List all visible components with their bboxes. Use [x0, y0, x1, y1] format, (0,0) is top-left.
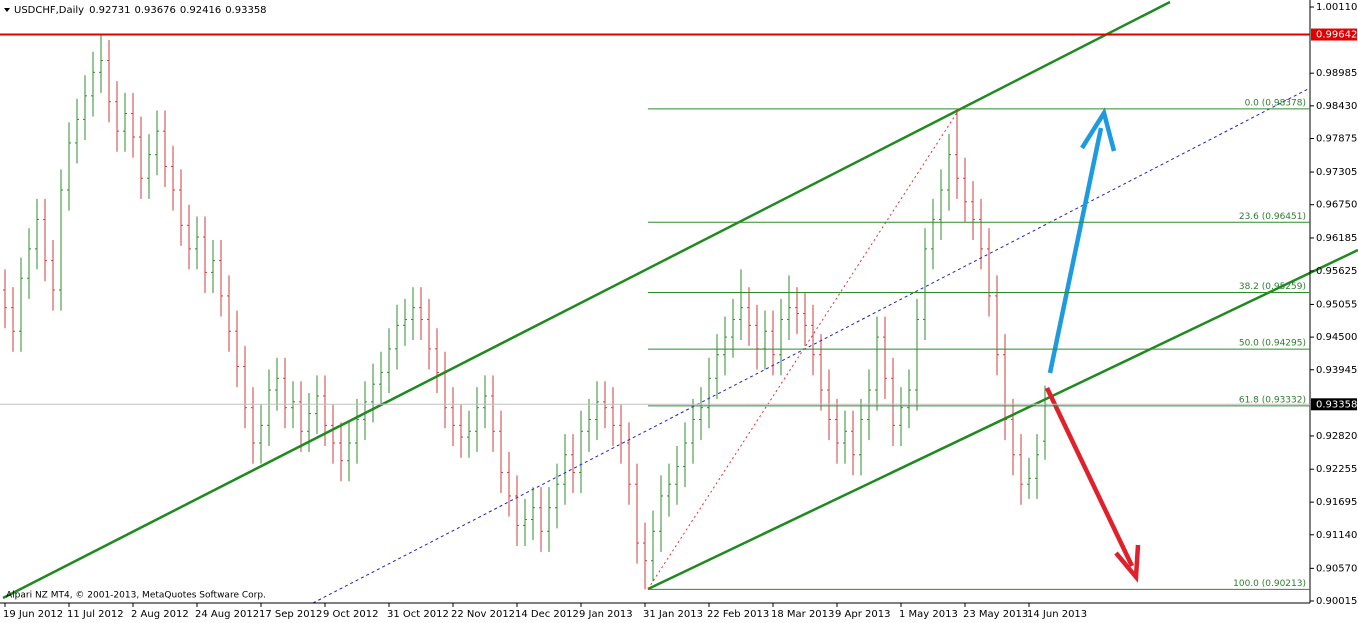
- symbol: USDCHF,Daily: [14, 5, 84, 16]
- lower-channel: [647, 248, 1358, 591]
- x-tick-label: 31 Jan 2013: [643, 609, 703, 620]
- level-box: [1311, 28, 1357, 41]
- fibo-label: 50.0 (0.94295): [1239, 339, 1306, 349]
- x-tick-label: 9 Oct 2012: [323, 609, 378, 620]
- x-tick-label: 17 Sep 2012: [259, 609, 322, 620]
- footer: Alpari NZ MT4, © 2001-2013, MetaQuotes S…: [6, 591, 266, 601]
- mid-channel: [312, 87, 1311, 604]
- down-arrow-head: [1114, 544, 1141, 583]
- x-tick-label: 11 Jul 2012: [67, 609, 124, 620]
- x-tick-label: 18 Mar 2013: [771, 609, 834, 620]
- fibo-label: 38.2 (0.95259): [1239, 282, 1306, 292]
- x-tick-label: 14 Jun 2013: [1027, 609, 1087, 620]
- y-tick-label: 0.97875: [1316, 134, 1357, 145]
- y-tick-label: 0.91695: [1316, 497, 1357, 508]
- y-tick-label: 0.95625: [1316, 266, 1357, 277]
- upper-channel: [2, 0, 1171, 600]
- y-tick-label: 0.92820: [1316, 431, 1357, 442]
- x-tick-label: 19 Jun 2012: [3, 609, 63, 620]
- menu-icon: [4, 8, 10, 12]
- current-price-box: [1311, 398, 1357, 411]
- y-tick-label: 0.92255: [1316, 464, 1357, 475]
- fibo-label: 100.0 (0.90213): [1233, 579, 1306, 589]
- x-tick-label: 2 Aug 2012: [131, 609, 189, 620]
- x-tick-label: 22 Feb 2013: [707, 609, 769, 620]
- fibo-label: 23.6 (0.96451): [1239, 212, 1306, 222]
- y-tick-label: 0.90570: [1316, 563, 1357, 574]
- up-arrow-head: [1080, 107, 1117, 152]
- y-tick-label: 1.00110: [1316, 2, 1357, 13]
- x-tick-label: 9 Apr 2013: [835, 609, 890, 620]
- x-tick-label: 24 Aug 2012: [195, 609, 259, 620]
- y-tick-label: 0.96185: [1316, 233, 1357, 244]
- fibo-label: 0.0 (0.98378): [1245, 98, 1306, 108]
- close: 0.93358: [225, 5, 266, 16]
- low: 0.92416: [180, 5, 221, 16]
- bars: [3, 34, 1047, 590]
- y-tick-label: 0.91140: [1316, 530, 1357, 541]
- current-price-label: 0.93358: [1316, 399, 1357, 410]
- fibo-trend: [647, 107, 961, 590]
- fibo-label: 61.8 (0.93332): [1239, 395, 1306, 405]
- open: 0.92731: [89, 5, 130, 16]
- y-tick-label: 0.94500: [1316, 332, 1357, 343]
- high: 0.93676: [134, 5, 175, 16]
- y-tick-label: 0.95055: [1316, 299, 1357, 310]
- y-tick-label: 0.98985: [1316, 68, 1357, 79]
- x-tick-label: 23 May 2013: [963, 609, 1028, 620]
- y-tick-label: 0.93945: [1316, 365, 1357, 376]
- header: USDCHF,Daily 0.92731 0.93676 0.92416 0.93358: [14, 5, 267, 16]
- y-tick-label: 0.98430: [1316, 101, 1357, 112]
- x-tick-label: 1 May 2013: [899, 609, 958, 620]
- y-tick-label: 0.90015: [1316, 596, 1357, 607]
- x-tick-label: 14 Dec 2012: [515, 609, 579, 620]
- x-tick-label: 31 Oct 2012: [387, 609, 449, 620]
- down-arrow: [1044, 387, 1135, 567]
- y-tick-label: 0.97305: [1316, 167, 1357, 178]
- level-label: 0.99642: [1316, 30, 1357, 41]
- x-tick-label: 9 Jan 2013: [579, 609, 633, 620]
- x-tick-label: 22 Nov 2012: [451, 609, 515, 620]
- y-tick-label: 0.96750: [1316, 200, 1357, 211]
- up-arrow: [1047, 127, 1104, 374]
